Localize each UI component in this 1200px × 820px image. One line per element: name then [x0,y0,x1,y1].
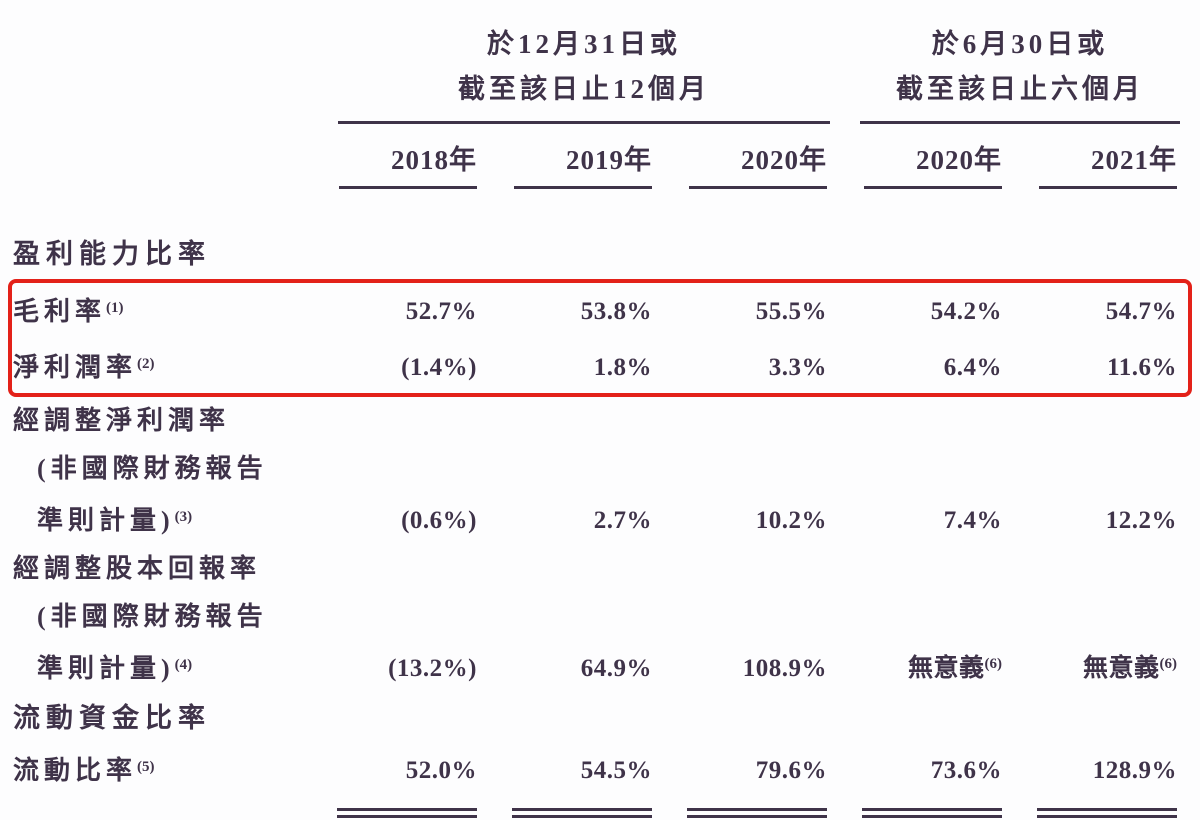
value-cell: 54.7% [1105,298,1177,325]
section-header: 流動資金比率 [0,693,1200,743]
table-row: 經調整淨利潤率 (非國際財務報告 準則計量)(3) (0.6%) 2.7% 10.2% 7.… [0,397,1200,545]
value-cell: 128.9% [1092,757,1177,784]
rule-cell [652,805,827,820]
value-cell: 55.5% [755,298,827,325]
value-cell: (1.4%) [401,354,477,381]
value-cell: 7.4% [943,507,1002,534]
row-label-line: 流動比率(5) [13,756,155,785]
value-cell: 54.2% [930,298,1002,325]
footnote-ref: (6) [1159,656,1178,672]
row-label: 經調整淨利潤率 (非國際財務報告 準則計量)(3) [0,397,302,545]
table-row: 經調整股本回報率 (非國際財務報告 準則計量)(4) (13.2%) 64.9% 108.… [0,545,1200,693]
value-cell: (13.2%) [388,655,477,682]
column-group-annual: 於12月31日或 截至該日止12個月 [338,22,830,124]
total-rule-row [0,805,1200,820]
table-row: 毛利率(1) 52.7% 53.8% 55.5% 54.2% 54.7% [0,282,1200,338]
column-group-annual-title: 於12月31日或 [487,29,681,59]
rule-cell [827,805,1002,820]
footnote-ref: (5) [137,759,155,775]
footnote-ref: (2) [137,356,155,372]
column-group-annual-subtitle: 截至該日止12個月 [458,74,710,104]
year-header-row: 2018年 2019年 2020年 2020年 2021年 [0,138,1200,189]
value-cell: 52.0% [405,757,477,784]
row-label-line: 準則計量)(3) [37,506,193,535]
rule-cell [1002,805,1177,820]
row-label-line: 經調整淨利潤率 [13,406,231,435]
rule-cell [302,805,477,820]
section-header: 盈利能力比率 [0,229,1200,279]
row-label-line: (非國際財務報告 [37,602,268,631]
value-cell: 1.8% [593,354,652,381]
year-header: 2019年 [514,138,652,189]
highlighted-rows: 毛利率(1) 52.7% 53.8% 55.5% 54.2% 54.7% 淨利潤率(2) (1… [0,279,1200,397]
double-underline [862,808,1002,818]
year-header-cell: 2020年 [652,138,827,189]
footnote-ref: (3) [174,509,193,525]
row-label-line: 淨利潤率(2) [13,353,155,382]
footnote-ref: (1) [106,300,124,316]
row-label-line: 毛利率(1) [13,297,124,326]
value-cell: 79.6% [755,757,827,784]
rule-spacer [0,805,302,820]
row-label-line: 經調整股本回報率 [13,554,262,583]
double-underline [1037,808,1177,818]
section-label: 盈利能力比率 [13,239,211,269]
year-header-spacer [0,138,302,189]
year-header-cell: 2018年 [302,138,477,189]
row-label: 淨利潤率(2) [0,338,302,394]
value-cell: 10.2% [755,507,827,534]
value-cell: 53.8% [580,298,652,325]
value-cell: 3.3% [768,354,827,381]
table-row: 淨利潤率(2) (1.4%) 1.8% 3.3% 6.4% 11.6% [0,338,1200,394]
row-label: 毛利率(1) [0,282,302,338]
header-spacer [0,22,338,124]
value-cell: 無意義(6) [1082,655,1178,682]
row-label-line: 準則計量)(4) [37,654,193,683]
column-group-interim-title: 於6月30日或 [931,29,1109,59]
double-underline [512,808,652,818]
year-header-cell: 2020年 [827,138,1002,189]
header-gap [830,22,860,124]
value-cell: 6.4% [943,354,1002,381]
rule-cell [477,805,652,820]
value-cell: 54.5% [580,757,652,784]
value-cell: 2.7% [593,507,652,534]
value-cell: 108.9% [742,655,827,682]
row-label: 經調整股本回報率 (非國際財務報告 準則計量)(4) [0,545,302,693]
double-underline [687,808,827,818]
value-cell: 73.6% [930,757,1002,784]
year-header: 2020年 [689,138,827,189]
footnote-ref: (4) [174,657,193,673]
value-cell: 12.2% [1105,507,1177,534]
year-header-cell: 2021年 [1002,138,1177,189]
column-group-annual-rule [338,121,830,124]
value-cell: (0.6%) [401,507,477,534]
double-underline [337,808,477,818]
section-label: 流動資金比率 [13,703,211,733]
column-group-interim-rule [860,121,1180,124]
row-label-line: (非國際財務報告 [37,454,268,483]
footnote-ref: (6) [984,656,1003,672]
table-body: 盈利能力比率 毛利率(1) 52.7% 53.8% 55.5% 54.2% 54.7% 淨利潤… [0,229,1200,820]
value-cell: 無意義(6) [907,655,1003,682]
year-header: 2018年 [339,138,477,189]
year-header: 2020年 [864,138,1002,189]
year-header: 2021年 [1039,138,1177,189]
value-cell: 52.7% [405,298,477,325]
value-cell: 11.6% [1107,354,1177,381]
year-header-cell: 2019年 [477,138,652,189]
row-label: 流動比率(5) [0,743,302,795]
column-group-interim: 於6月30日或 截至該日止六個月 [860,22,1180,124]
table-row: 流動比率(5) 52.0% 54.5% 79.6% 73.6% 128.9% [0,743,1200,795]
table-header-groups: 於12月31日或 截至該日止12個月 於6月30日或 截至該日止六個月 [0,0,1200,124]
value-cell: 64.9% [580,655,652,682]
column-group-interim-subtitle: 截至該日止六個月 [896,74,1144,104]
